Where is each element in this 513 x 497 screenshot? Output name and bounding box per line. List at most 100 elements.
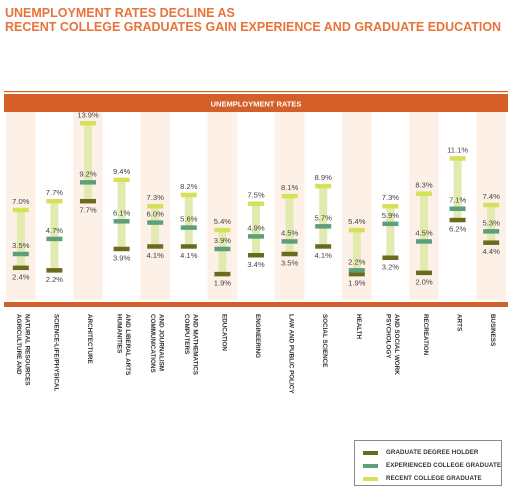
chart-title-line-1: UNEMPLOYMENT RATES DECLINE AS <box>5 6 235 20</box>
data-marker <box>80 198 96 204</box>
category-label-line: AND LIBERAL ARTS <box>124 314 131 375</box>
category-label-line: BUSINESS <box>489 314 496 346</box>
data-marker <box>12 207 29 213</box>
range-bar <box>386 206 395 258</box>
data-label: 2.2% <box>348 257 366 266</box>
category-label: PSYCHOLOGY AND SOCIAL WORK <box>384 314 400 375</box>
data-label: 2.2% <box>46 275 64 284</box>
range-bar <box>487 204 496 243</box>
data-marker <box>46 268 63 273</box>
data-label: 4.1% <box>180 251 198 260</box>
category-label: LAW AND PUBLIC POLICY <box>288 314 295 394</box>
data-label: 3.4% <box>247 260 265 269</box>
category-label: HEALTH <box>355 314 362 340</box>
range-bar <box>319 186 328 247</box>
data-marker <box>147 203 164 209</box>
category-label-line: SCIENCE-LIFE/PHYSICAL <box>52 314 59 391</box>
category-label: HUMANITIES AND LIBERAL ARTS <box>116 314 132 375</box>
data-label: 6.1% <box>113 208 131 217</box>
data-label: 8.3% <box>415 181 433 190</box>
data-label: 13.9% <box>77 110 99 119</box>
category-label-line: ARCHITECTURE <box>86 314 93 364</box>
category-label-line: COMPUTERS <box>183 314 190 354</box>
data-label: 3.2% <box>382 262 400 271</box>
range-bar <box>285 196 294 254</box>
data-marker <box>281 193 298 199</box>
data-marker <box>449 206 466 211</box>
range-bar <box>50 201 59 271</box>
data-marker <box>46 198 63 204</box>
data-label: 3.9% <box>214 236 232 245</box>
data-label: 4.4% <box>483 247 501 256</box>
data-label: 8.1% <box>281 183 299 192</box>
data-marker <box>180 192 197 198</box>
chart-legend: GRADUATE DEGREE HOLDER EXPERIENCED COLLEG… <box>354 440 502 486</box>
category-label: ENGINEERING <box>254 314 261 358</box>
data-label: 4.7% <box>46 226 64 235</box>
legend-swatch <box>363 463 378 468</box>
category-label-line: AND SOCIAL WORK <box>393 314 400 375</box>
category-label-line: AND MATHEMATICS <box>191 314 198 375</box>
data-marker <box>483 202 500 208</box>
data-label: 7.3% <box>147 193 165 202</box>
category-label: RECREATION <box>422 314 429 356</box>
data-marker <box>315 244 332 249</box>
category-label: COMMUNICATIONS AND JOURNALISM <box>149 314 165 373</box>
data-label: 11.1% <box>447 145 468 154</box>
data-label: 7.0% <box>12 197 30 206</box>
data-label: 5.3% <box>483 218 501 227</box>
range-bar <box>352 230 361 275</box>
legend-swatch <box>363 450 378 455</box>
data-label: 5.4% <box>214 217 232 226</box>
data-marker <box>315 224 332 229</box>
data-marker <box>180 244 197 249</box>
data-label: 4.5% <box>415 228 433 237</box>
data-label: 4.1% <box>147 251 165 260</box>
category-label-line: RECREATION <box>422 314 429 356</box>
data-marker <box>214 246 231 252</box>
data-marker <box>113 177 130 183</box>
data-label: 3.5% <box>281 259 299 268</box>
data-label: 1.9% <box>348 279 366 288</box>
data-marker <box>248 234 264 239</box>
data-label: 3.9% <box>113 253 131 262</box>
data-label: 7.7% <box>79 206 97 215</box>
range-bar <box>453 158 462 221</box>
data-marker <box>382 255 399 261</box>
data-marker <box>113 219 130 224</box>
legend-item: EXPERIENCED COLLEGE GRADUATE <box>363 459 501 472</box>
data-marker <box>12 251 29 257</box>
data-marker <box>147 220 164 225</box>
data-marker <box>281 239 298 244</box>
category-label-line: NATURAL RESOURCES <box>23 314 30 386</box>
data-label: 8.9% <box>315 173 333 182</box>
category-label: EDUCATION <box>220 314 227 351</box>
category-label: BUSINESS <box>489 314 496 346</box>
range-bar <box>218 230 227 275</box>
data-label: 8.2% <box>180 182 198 191</box>
data-marker <box>382 221 399 227</box>
legend-label: RECENT COLLEGE GRADUATE <box>386 475 482 482</box>
data-label: 9.2% <box>79 169 97 178</box>
category-label: SOCIAL SCIENCE <box>321 314 328 367</box>
data-marker <box>281 251 298 257</box>
data-marker <box>348 227 365 233</box>
data-label: 5.6% <box>180 215 198 224</box>
category-label-line: EDUCATION <box>220 314 227 351</box>
data-marker <box>180 225 197 230</box>
data-label: 7.4% <box>483 192 501 201</box>
legend-swatch <box>363 476 378 481</box>
data-label: 9.4% <box>113 167 131 176</box>
data-marker <box>80 180 96 185</box>
category-label: SCIENCE-LIFE/PHYSICAL <box>52 314 59 391</box>
baseline-band <box>4 302 508 307</box>
data-marker <box>416 270 432 276</box>
range-bar <box>84 123 92 202</box>
category-label: ARCHITECTURE <box>86 314 93 364</box>
category-label-line: HUMANITIES <box>116 314 123 353</box>
data-marker <box>80 121 96 126</box>
data-marker <box>483 229 500 234</box>
data-marker <box>12 265 29 271</box>
category-label-line: AND JOURNALISM <box>158 314 165 371</box>
